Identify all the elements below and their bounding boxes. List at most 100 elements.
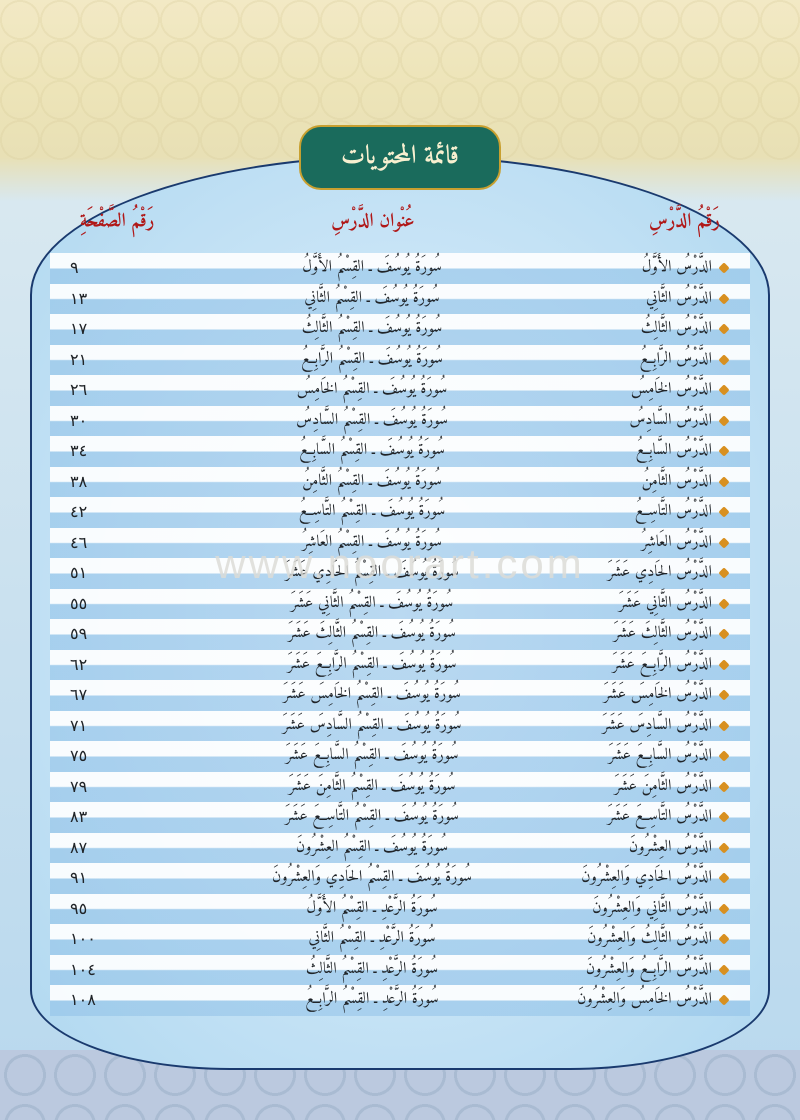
cell-lesson-title: سُورَةُ يُوسُفَ ـ القِسْمُ السَّابِعُ xyxy=(190,437,554,465)
cell-lesson-number: الدَّرْسُ الثَّامِنَ عَشَرَ xyxy=(554,773,750,801)
lesson-number-text: الدَّرْسُ الثَّامِنُ xyxy=(642,468,712,496)
table-row: الدَّرْسُ السَّابِعُ سُورَةُ يُوسُفَ ـ ال… xyxy=(50,436,750,467)
lesson-number-text: الدَّرْسُ الثَّالِثُ وَالعِشْرُونَ xyxy=(587,925,712,953)
cell-lesson-title: سُورَةُ يُوسُفَ ـ القِسْمُ الثَّالِثَ عَ… xyxy=(190,620,554,648)
cell-lesson-title: سُورَةُ يُوسُفَ ـ القِسْمُ الخَامِسُ xyxy=(190,376,554,404)
table-row: الدَّرْسُ السَّادِسَ عَشَرَسُورَةُ يُوسُ… xyxy=(50,711,750,742)
lesson-number-text: الدَّرْسُ الخَامِسَ عَشَرَ xyxy=(604,681,712,709)
cell-lesson-number: الدَّرْسُ الرَّابِعُ xyxy=(554,346,750,374)
cell-page-number: ٢٦ xyxy=(50,380,190,400)
cell-page-number: ٩١ xyxy=(50,868,190,888)
bullet-icon xyxy=(718,659,729,670)
table-row: الدَّرْسُ السَّادِسُسُورَةُ يُوسُفَ ـ ال… xyxy=(50,406,750,437)
lesson-number-text: الدَّرْسُ الثَّانِي عَشَرَ xyxy=(619,590,712,618)
cell-page-number: ٧٩ xyxy=(50,777,190,797)
lesson-number-text: الدَّرْسُ الحَادِي عَشَرَ xyxy=(608,559,712,587)
cell-lesson-number: الدَّرْسُ التَّاسِعَ عَشَرَ xyxy=(554,803,750,831)
cell-lesson-number: الدَّرْسُ الخَامِسُ وَالعِشْرُونَ xyxy=(554,986,750,1014)
cell-page-number: ٤٦ xyxy=(50,533,190,553)
lesson-number-text: الدَّرْسُ الخَامِسُ xyxy=(631,376,712,404)
cell-lesson-number: الدَّرْسُ الثَّانِي xyxy=(554,285,750,313)
cell-lesson-number: الدَّرْسُ الرَّابِعُ وَالعِشْرُونَ xyxy=(554,956,750,984)
cell-page-number: ٥٥ xyxy=(50,594,190,614)
lesson-number-text: الدَّرْسُ الثَّامِنَ عَشَرَ xyxy=(614,773,712,801)
table-row: الدَّرْسُ الخَامِسُ سُورَةُ يُوسُفَ ـ الق… xyxy=(50,375,750,406)
cell-lesson-number: الدَّرْسُ السَّادِسُ xyxy=(554,407,750,435)
table-row: الدَّرْسُ الثَّامِنَ عَشَرَ سُورَةُ يُوسُ… xyxy=(50,772,750,803)
cell-page-number: ٦٢ xyxy=(50,655,190,675)
cell-page-number: ٧١ xyxy=(50,716,190,736)
cell-lesson-number: الدَّرْسُ الثَّالِثُ xyxy=(554,315,750,343)
bullet-icon xyxy=(718,873,729,884)
bullet-icon xyxy=(718,934,729,945)
table-row: الدَّرْسُ الحَادِي عَشَرَسُورَةُ يُوسُفَ… xyxy=(50,558,750,589)
bullet-icon xyxy=(718,263,729,274)
header-lesson-title: عُنْوان الدَّرْسِ xyxy=(196,206,550,239)
cell-page-number: ٧٥ xyxy=(50,746,190,766)
lesson-number-text: الدَّرْسُ العَاشِرُ xyxy=(641,529,712,557)
cell-lesson-number: الدَّرْسُ الأَوَّلُ xyxy=(554,254,750,282)
toc-rows: الدَّرْسُ الأَوَّلُ سُورَةُ يُوسُفَ ـ الق… xyxy=(50,253,750,1016)
cell-page-number: ٥٩ xyxy=(50,624,190,644)
bullet-icon xyxy=(718,507,729,518)
lesson-number-text: الدَّرْسُ الثَّانِي xyxy=(646,285,712,313)
cell-lesson-title: سُورَةُ يُوسُفَ ـ القِسْمُ الثَّامِنَ عَ… xyxy=(190,773,554,801)
bullet-icon xyxy=(718,354,729,365)
lesson-number-text: الدَّرْسُ الثَّالِثُ xyxy=(641,315,712,343)
cell-page-number: ٨٧ xyxy=(50,838,190,858)
bullet-icon xyxy=(718,964,729,975)
cell-lesson-number: الدَّرْسُ الخَامِسَ عَشَرَ xyxy=(554,681,750,709)
table-row: الدَّرْسُ الخَامِسُ وَالعِشْرُونَسُورَةُ… xyxy=(50,985,750,1016)
lesson-number-text: الدَّرْسُ التَّاسِعُ xyxy=(635,498,712,526)
cell-lesson-number: الدَّرْسُ الثَّانِي عَشَرَ xyxy=(554,590,750,618)
table-row: الدَّرْسُ الرَّابِعَ عَشَرَسُورَةُ يُوسُ… xyxy=(50,650,750,681)
lesson-number-text: الدَّرْسُ الرَّابِعُ وَالعِشْرُونَ xyxy=(586,956,712,984)
cell-lesson-title: سُورَةُ يُوسُفَ ـ القِسْمُ الرَّابِعُ xyxy=(190,346,554,374)
cell-lesson-title: سُورَةُ يُوسُفَ ـ القِسْمُ السَّادِسُ xyxy=(190,407,554,435)
lesson-number-text: الدَّرْسُ السَّابِعُ xyxy=(636,437,712,465)
bullet-icon xyxy=(718,293,729,304)
cell-lesson-title: سُورَةُ الرَّعْدِ ـ القِسْمُ الثَّانِي xyxy=(190,925,554,953)
cell-lesson-number: الدَّرْسُ التَّاسِعُ xyxy=(554,498,750,526)
cell-lesson-number: الدَّرْسُ الحَادِي عَشَرَ xyxy=(554,559,750,587)
lesson-number-text: الدَّرْسُ الخَامِسُ وَالعِشْرُونَ xyxy=(577,986,712,1014)
cell-page-number: ٢١ xyxy=(50,350,190,370)
bullet-icon xyxy=(718,812,729,823)
cell-lesson-title: سُورَةُ الرَّعْدِ ـ القِسْمُ الأَوَّلُ xyxy=(190,895,554,923)
lesson-number-text: الدَّرْسُ الثَّالِثَ عَشَرَ xyxy=(614,620,712,648)
lesson-number-text: الدَّرْسُ الرَّابِعُ xyxy=(640,346,712,374)
cell-page-number: ٥١ xyxy=(50,563,190,583)
lesson-number-text: الدَّرْسُ الرَّابِعَ عَشَرَ xyxy=(612,651,712,679)
cell-lesson-number: الدَّرْسُ الخَامِسُ xyxy=(554,376,750,404)
cell-lesson-title: سُورَةُ يُوسُفَ ـ القِسْمُ الخَامِسَ عَش… xyxy=(190,681,554,709)
toc-header-row: رَقْمُ الدَّرْسِ عُنْوان الدَّرْسِ رَقْم… xyxy=(50,200,750,253)
cell-page-number: ١٠٨ xyxy=(50,990,190,1010)
table-row: الدَّرْسُ التَّاسِعَ عَشَرَسُورَةُ يُوسُ… xyxy=(50,802,750,833)
lesson-number-text: الدَّرْسُ التَّاسِعَ عَشَرَ xyxy=(608,803,712,831)
cell-page-number: ٩٥ xyxy=(50,899,190,919)
cell-lesson-title: سُورَةُ يُوسُفَ ـ القِسْمُ الثَّانِي xyxy=(190,285,554,313)
table-row: الدَّرْسُ الثَّانِي سُورَةُ يُوسُفَ ـ الق… xyxy=(50,284,750,315)
table-row: الدَّرْسُ الرَّابِعُ وَالعِشْرُونَسُورَة… xyxy=(50,955,750,986)
cell-lesson-number: الدَّرْسُ الثَّالِثُ وَالعِشْرُونَ xyxy=(554,925,750,953)
cell-lesson-number: الدَّرْسُ السَّابِعُ xyxy=(554,437,750,465)
table-row: الدَّرْسُ الأَوَّلُسُورَةُ يُوسُفَ ـ الق… xyxy=(50,253,750,284)
lesson-number-text: الدَّرْسُ العِشْرُونَ xyxy=(629,834,712,862)
cell-lesson-number: الدَّرْسُ السَّادِسَ عَشَرَ xyxy=(554,712,750,740)
cell-lesson-number: الدَّرْسُ الثَّانِي وَالعِشْرُونَ xyxy=(554,895,750,923)
cell-lesson-number: الدَّرْسُ الرَّابِعَ عَشَرَ xyxy=(554,651,750,679)
cell-lesson-title: سُورَةُ يُوسُفَ ـ القِسْمُ العِشْرُونَ xyxy=(190,834,554,862)
lesson-number-text: الدَّرْسُ الأَوَّلُ xyxy=(642,254,712,282)
bullet-icon xyxy=(718,781,729,792)
bullet-icon xyxy=(718,690,729,701)
bullet-icon xyxy=(718,629,729,640)
cell-lesson-number: الدَّرْسُ العِشْرُونَ xyxy=(554,834,750,862)
bullet-icon xyxy=(718,751,729,762)
bullet-icon xyxy=(718,568,729,579)
page-title-badge: قائمة المحتويات xyxy=(299,125,501,190)
lesson-number-text: الدَّرْسُ السَّادِسَ عَشَرَ xyxy=(602,712,712,740)
cell-lesson-number: الدَّرْسُ السَّابِعَ عَشَرَ xyxy=(554,742,750,770)
toc-table: رَقْمُ الدَّرْسِ عُنْوان الدَّرْسِ رَقْم… xyxy=(50,200,750,1016)
bullet-icon xyxy=(718,842,729,853)
table-row: الدَّرْسُ الثَّالِثُ وَالعِشْرُونَ سُورَة… xyxy=(50,924,750,955)
